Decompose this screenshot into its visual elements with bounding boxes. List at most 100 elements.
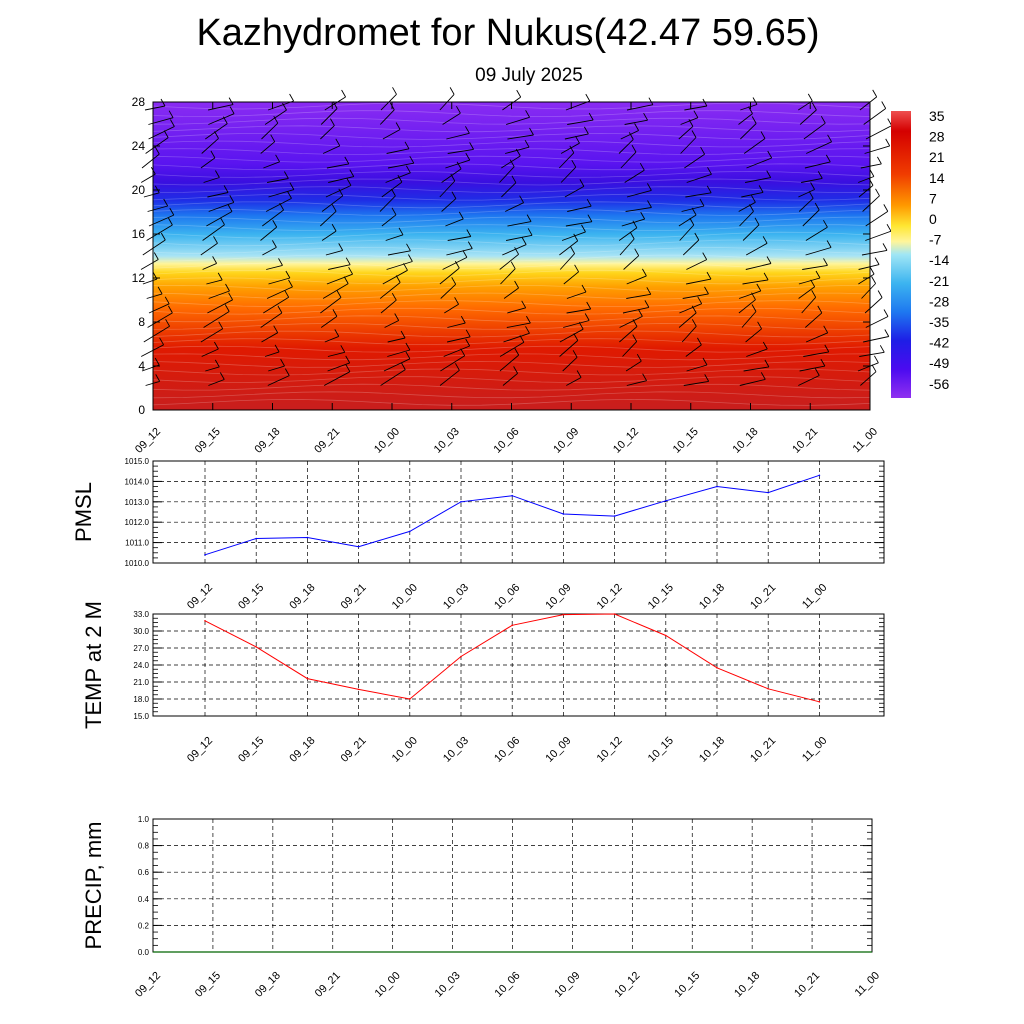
wind-barb [858,257,880,270]
x-tick-label: 09_12 [185,582,215,612]
y-tick-label: 15.0 [133,712,149,721]
wind-barb [202,256,217,270]
y-tick-label: 30.0 [133,627,149,636]
wind-barb [208,195,235,212]
data-point [818,474,821,477]
wind-barb [207,185,229,198]
x-tick-label: 10_18 [732,970,762,1000]
wind-barb [740,116,757,140]
y-tick-label: 21.0 [133,678,149,687]
wind-barb [746,150,773,169]
wind-barb [503,326,530,343]
wind-barb [440,348,466,372]
wind-barb [746,341,768,357]
x-tick-label: 10_00 [390,735,420,765]
wind-barb [387,243,411,256]
wind-barb [799,102,817,125]
wind-barb [567,198,592,212]
wind-barb [328,169,355,183]
wind-barb [620,144,637,169]
y-tick-label: 16 [132,227,146,241]
x-tick-label: 10_09 [543,735,573,765]
wind-barb [865,204,889,227]
wind-barb [559,333,579,357]
data-point [204,554,206,556]
colorbar-label: -49 [929,355,949,371]
colorbar-label: -35 [929,314,949,330]
wind-barb [563,264,579,285]
wind-barb [320,101,338,125]
y-tick-label: 0.0 [138,948,150,957]
wind-barb [326,266,353,285]
contour-line-30 [152,330,871,338]
y-tick-label: 8 [138,315,145,329]
wind-barb [683,374,710,386]
y-tick-label: 1015.0 [125,457,150,466]
wind-barb [507,214,532,227]
wind-barb [798,270,821,285]
wind-barb [267,171,289,183]
wind-barb [143,319,170,343]
x-tick-label: 10_18 [731,426,761,456]
wind-barb [503,280,519,299]
wind-barb [383,351,411,372]
wind-barb [560,135,580,154]
contour-line-6 [152,148,871,156]
wind-barb [148,296,170,314]
wind-barb [682,286,709,299]
x-tick-label: 09_12 [185,735,215,765]
wind-barb [859,89,878,111]
wind-barb [625,353,642,372]
x-tick-label: 10_09 [552,970,582,1000]
data-point [409,530,411,533]
colorbar-label: -28 [929,293,949,309]
wind-barb [679,296,703,314]
wind-barb [387,155,415,169]
wind-barb [501,175,517,198]
contour-line-14 [152,208,871,216]
wind-barb [324,329,340,343]
data-point [357,688,360,691]
y-tick-label: 0.6 [138,868,150,877]
wind-barb [203,304,230,328]
y-tick-label: 0.8 [138,842,150,851]
y-tick-label: 0.2 [138,921,150,930]
contour-line-23 [152,277,871,285]
wind-barb [499,347,520,372]
wind-barb [502,366,518,386]
x-tick-label: 10_12 [595,735,625,765]
x-tick-label: 10_21 [748,735,778,765]
data-point [357,545,360,548]
wind-barb [147,198,169,212]
colorbar-label: -7 [929,232,942,248]
data-point [767,491,769,494]
wind-barb [562,350,578,372]
contour-line-20 [152,254,871,262]
wind-barb [804,154,831,169]
wind-barb [379,188,396,212]
x-tick-label: 10_21 [790,426,820,456]
wind-barbs [140,87,893,386]
wind-barb [559,246,575,270]
wind-barb [686,271,712,285]
wind-barb [622,334,638,357]
wind-barb [622,300,650,314]
data-point [460,501,462,503]
wind-barb [560,159,577,183]
x-tick-label: 09_18 [287,582,317,612]
wind-barb [320,118,335,140]
wind-barb [745,170,772,183]
wind-barb [327,345,346,357]
wind-barb [566,370,582,386]
x-tick-label: 10_03 [441,582,471,612]
wind-barb [205,359,220,372]
wind-barb [858,266,875,285]
wind-barb [203,170,220,183]
y-tick-label: 24 [132,139,146,153]
y-tick-label: 12 [132,271,146,285]
x-tick-label: 10_18 [697,582,727,612]
wind-barb [678,119,694,140]
colorbar-label: -14 [929,252,949,268]
wind-barb [500,261,516,285]
contour-line-21 [152,262,871,270]
